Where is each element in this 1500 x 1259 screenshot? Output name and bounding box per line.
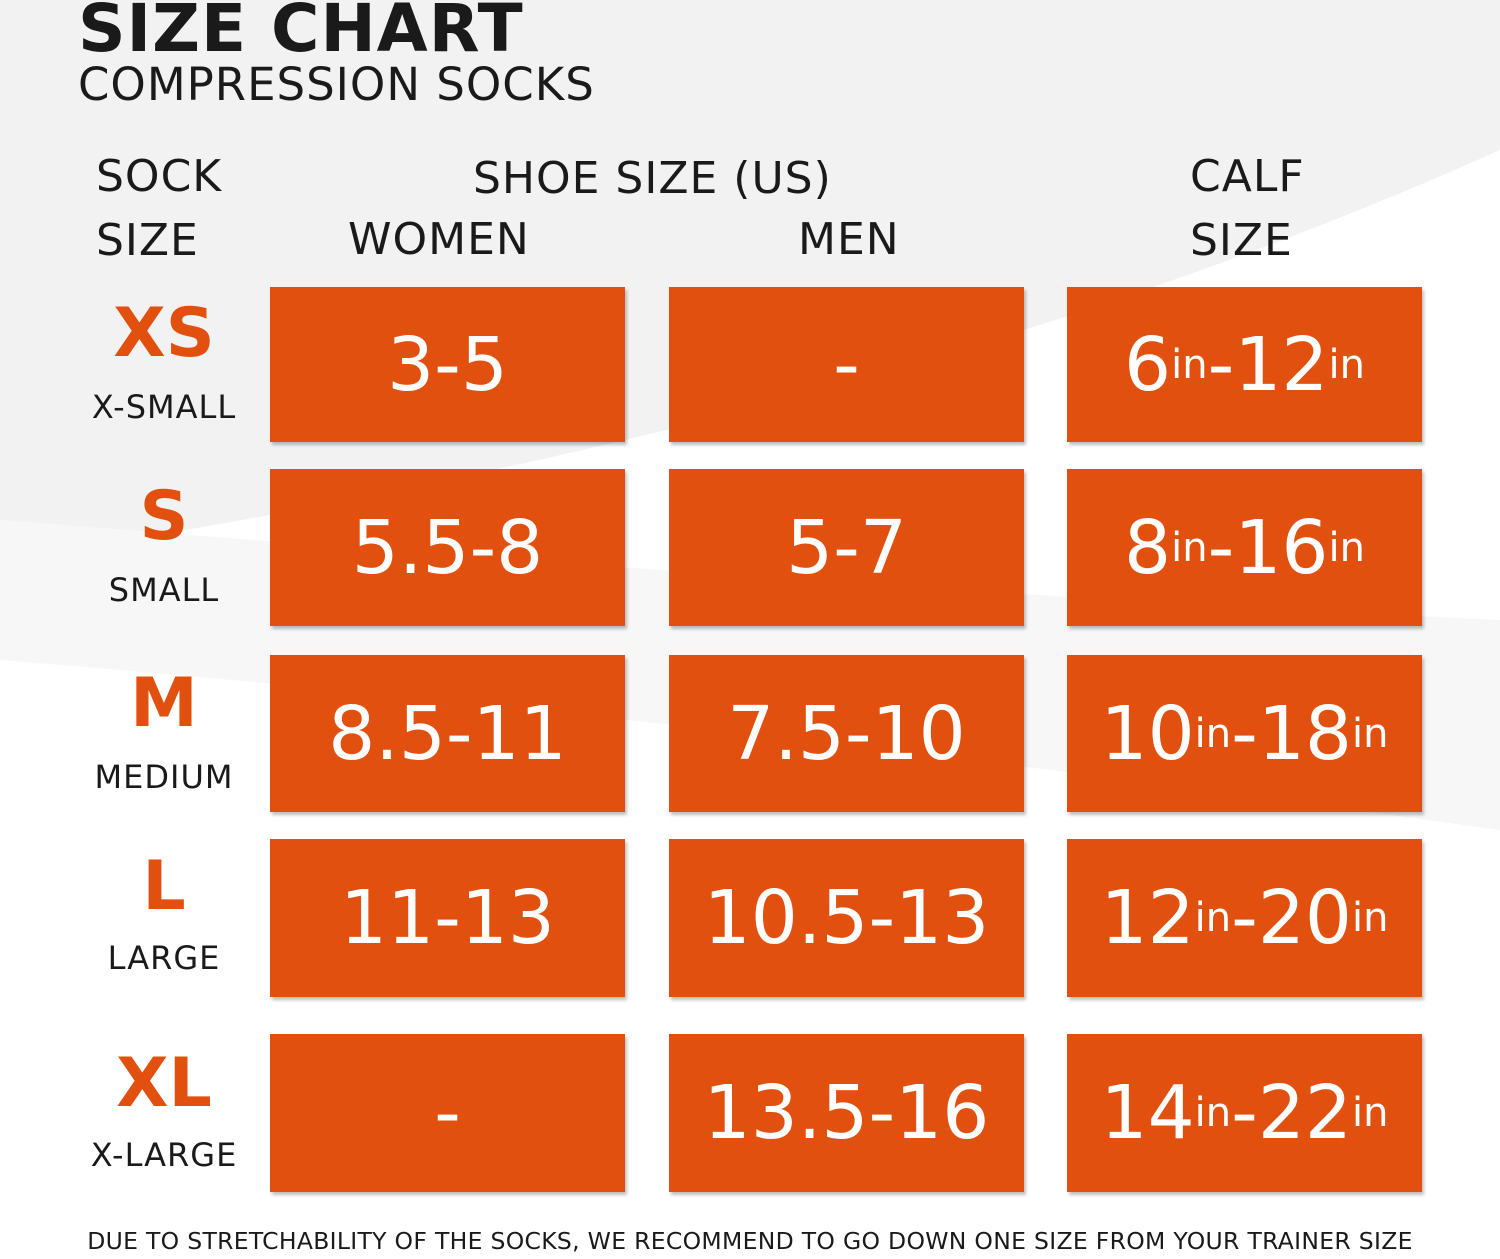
shoe-size-header: SHOE SIZE (US) — [473, 153, 832, 204]
sock-size-header: SOCK SIZE — [96, 155, 222, 263]
sock-size-header-line-1: SOCK — [96, 151, 223, 202]
size-code-m: M — [130, 664, 198, 743]
range-dash: - — [1231, 690, 1258, 777]
men-size-m: 7.5-10 — [669, 655, 1024, 812]
footnote: DUE TO STRETCHABILITY OF THE SOCKS, WE R… — [87, 1227, 1413, 1255]
calf-size-s: 8 in -16 in — [1067, 469, 1422, 626]
women-size-xl: - — [270, 1034, 625, 1192]
range-dash: - — [1207, 321, 1235, 408]
size-code-s: S — [139, 477, 189, 556]
size-code-xl: XL — [116, 1044, 212, 1123]
calf-min-s: 8 — [1124, 504, 1172, 591]
size-name-xl: X-LARGE — [90, 1136, 238, 1174]
size-name-l: LARGE — [107, 939, 221, 977]
men-size-l: 10.5-13 — [669, 839, 1024, 997]
calf-max-m: 18 — [1257, 690, 1353, 777]
calf-size-header-line-1: CALF — [1190, 151, 1305, 202]
women-size-s: 5.5-8 — [270, 469, 625, 626]
calf-min-m: 10 — [1100, 690, 1195, 777]
men-header: MEN — [798, 214, 900, 265]
calf-max-xl: 22 — [1257, 1070, 1353, 1156]
calf-min-l: 12 — [1100, 875, 1195, 961]
men-size-xl: 13.5-16 — [669, 1034, 1024, 1192]
size-name-m: MEDIUM — [94, 758, 234, 796]
calf-size-header-line-2: SIZE — [1190, 215, 1293, 266]
size-code-xs: XS — [113, 294, 215, 373]
calf-max-l: 20 — [1257, 875, 1353, 961]
calf-size-l: 12 in -20 in — [1067, 839, 1422, 997]
range-dash: - — [1231, 1070, 1258, 1156]
calf-min-xl: 14 — [1100, 1070, 1195, 1156]
calf-size-header: CALF SIZE — [1190, 155, 1305, 263]
calf-size-xs: 6 in -12 in — [1067, 287, 1422, 442]
page-subtitle: COMPRESSION SOCKS — [78, 58, 595, 111]
size-code-l: L — [142, 847, 186, 926]
men-size-s: 5-7 — [669, 469, 1024, 626]
women-size-xs: 3-5 — [270, 287, 625, 442]
calf-size-m: 10 in -18 in — [1067, 655, 1422, 812]
calf-size-xl: 14 in -22 in — [1067, 1034, 1422, 1192]
calf-min-xs: 6 — [1124, 321, 1172, 408]
women-size-l: 11-13 — [270, 839, 625, 997]
men-size-xs: - — [669, 287, 1024, 442]
size-name-s: SMALL — [108, 571, 220, 609]
women-header: WOMEN — [348, 214, 530, 265]
page-title: SIZE CHART — [78, 0, 524, 67]
size-name-xs: X-SMALL — [91, 388, 237, 426]
range-dash: - — [1207, 504, 1235, 591]
range-dash: - — [1231, 875, 1258, 961]
calf-max-s: 16 — [1234, 504, 1329, 591]
sock-size-header-line-2: SIZE — [96, 215, 199, 266]
women-size-m: 8.5-11 — [270, 655, 625, 812]
calf-max-xs: 12 — [1234, 321, 1329, 408]
